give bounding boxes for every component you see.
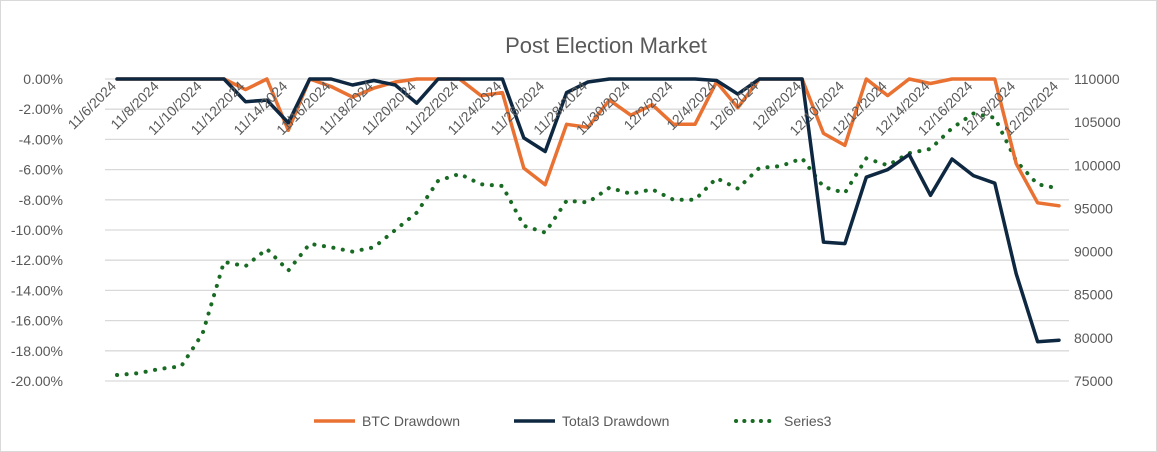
y-right-tick-label: 90000 [1074,244,1113,260]
y-right-tick-label: 75000 [1074,373,1113,389]
y-left-tick-label: -16.00% [11,313,63,329]
y-left-tick-label: 0.00% [23,71,63,87]
y-axis-left: 0.00% -2.00% -4.00% -6.00% -8.00% -10.00% -12.… [11,71,63,389]
x-axis-labels: 11/6/202411/8/202411/10/202411/12/202411… [64,78,1061,139]
y-left-tick-label: -6.00% [19,162,63,178]
legend-label: Total3 Drawdown [562,413,669,429]
y-right-tick-label: 105000 [1074,114,1121,130]
y-left-tick-label: -4.00% [19,131,63,147]
gridlines [105,78,1069,382]
series-line-total3-drawdown [115,77,1061,344]
y-left-tick-label: -20.00% [11,373,63,389]
legend-label: BTC Drawdown [362,413,460,429]
y-right-tick-label: 110000 [1074,71,1120,87]
y-left-tick-label: -14.00% [11,282,63,298]
y-right-tick-label: 80000 [1074,330,1113,346]
series-line-btc-drawdown [115,77,1061,208]
y-left-tick-label: -18.00% [11,343,63,359]
y-axis-right: 110000 105000 100000 95000 90000 85000 80000 75… [1074,71,1121,389]
legend-label: Series3 [784,413,832,429]
y-left-tick-label: -8.00% [19,192,63,208]
series-lines [115,77,1061,377]
legend: BTC Drawdown Total3 Drawdown Series3 [314,413,832,429]
chart-title: Post Election Market [505,33,707,58]
y-left-tick-label: -12.00% [11,252,63,268]
y-left-tick-label: -10.00% [11,222,63,238]
y-right-tick-label: 95000 [1074,200,1113,216]
y-right-tick-label: 100000 [1074,157,1121,173]
y-left-tick-label: -2.00% [19,101,63,117]
series-line-series3 [115,111,1061,377]
y-right-tick-label: 85000 [1074,287,1113,303]
